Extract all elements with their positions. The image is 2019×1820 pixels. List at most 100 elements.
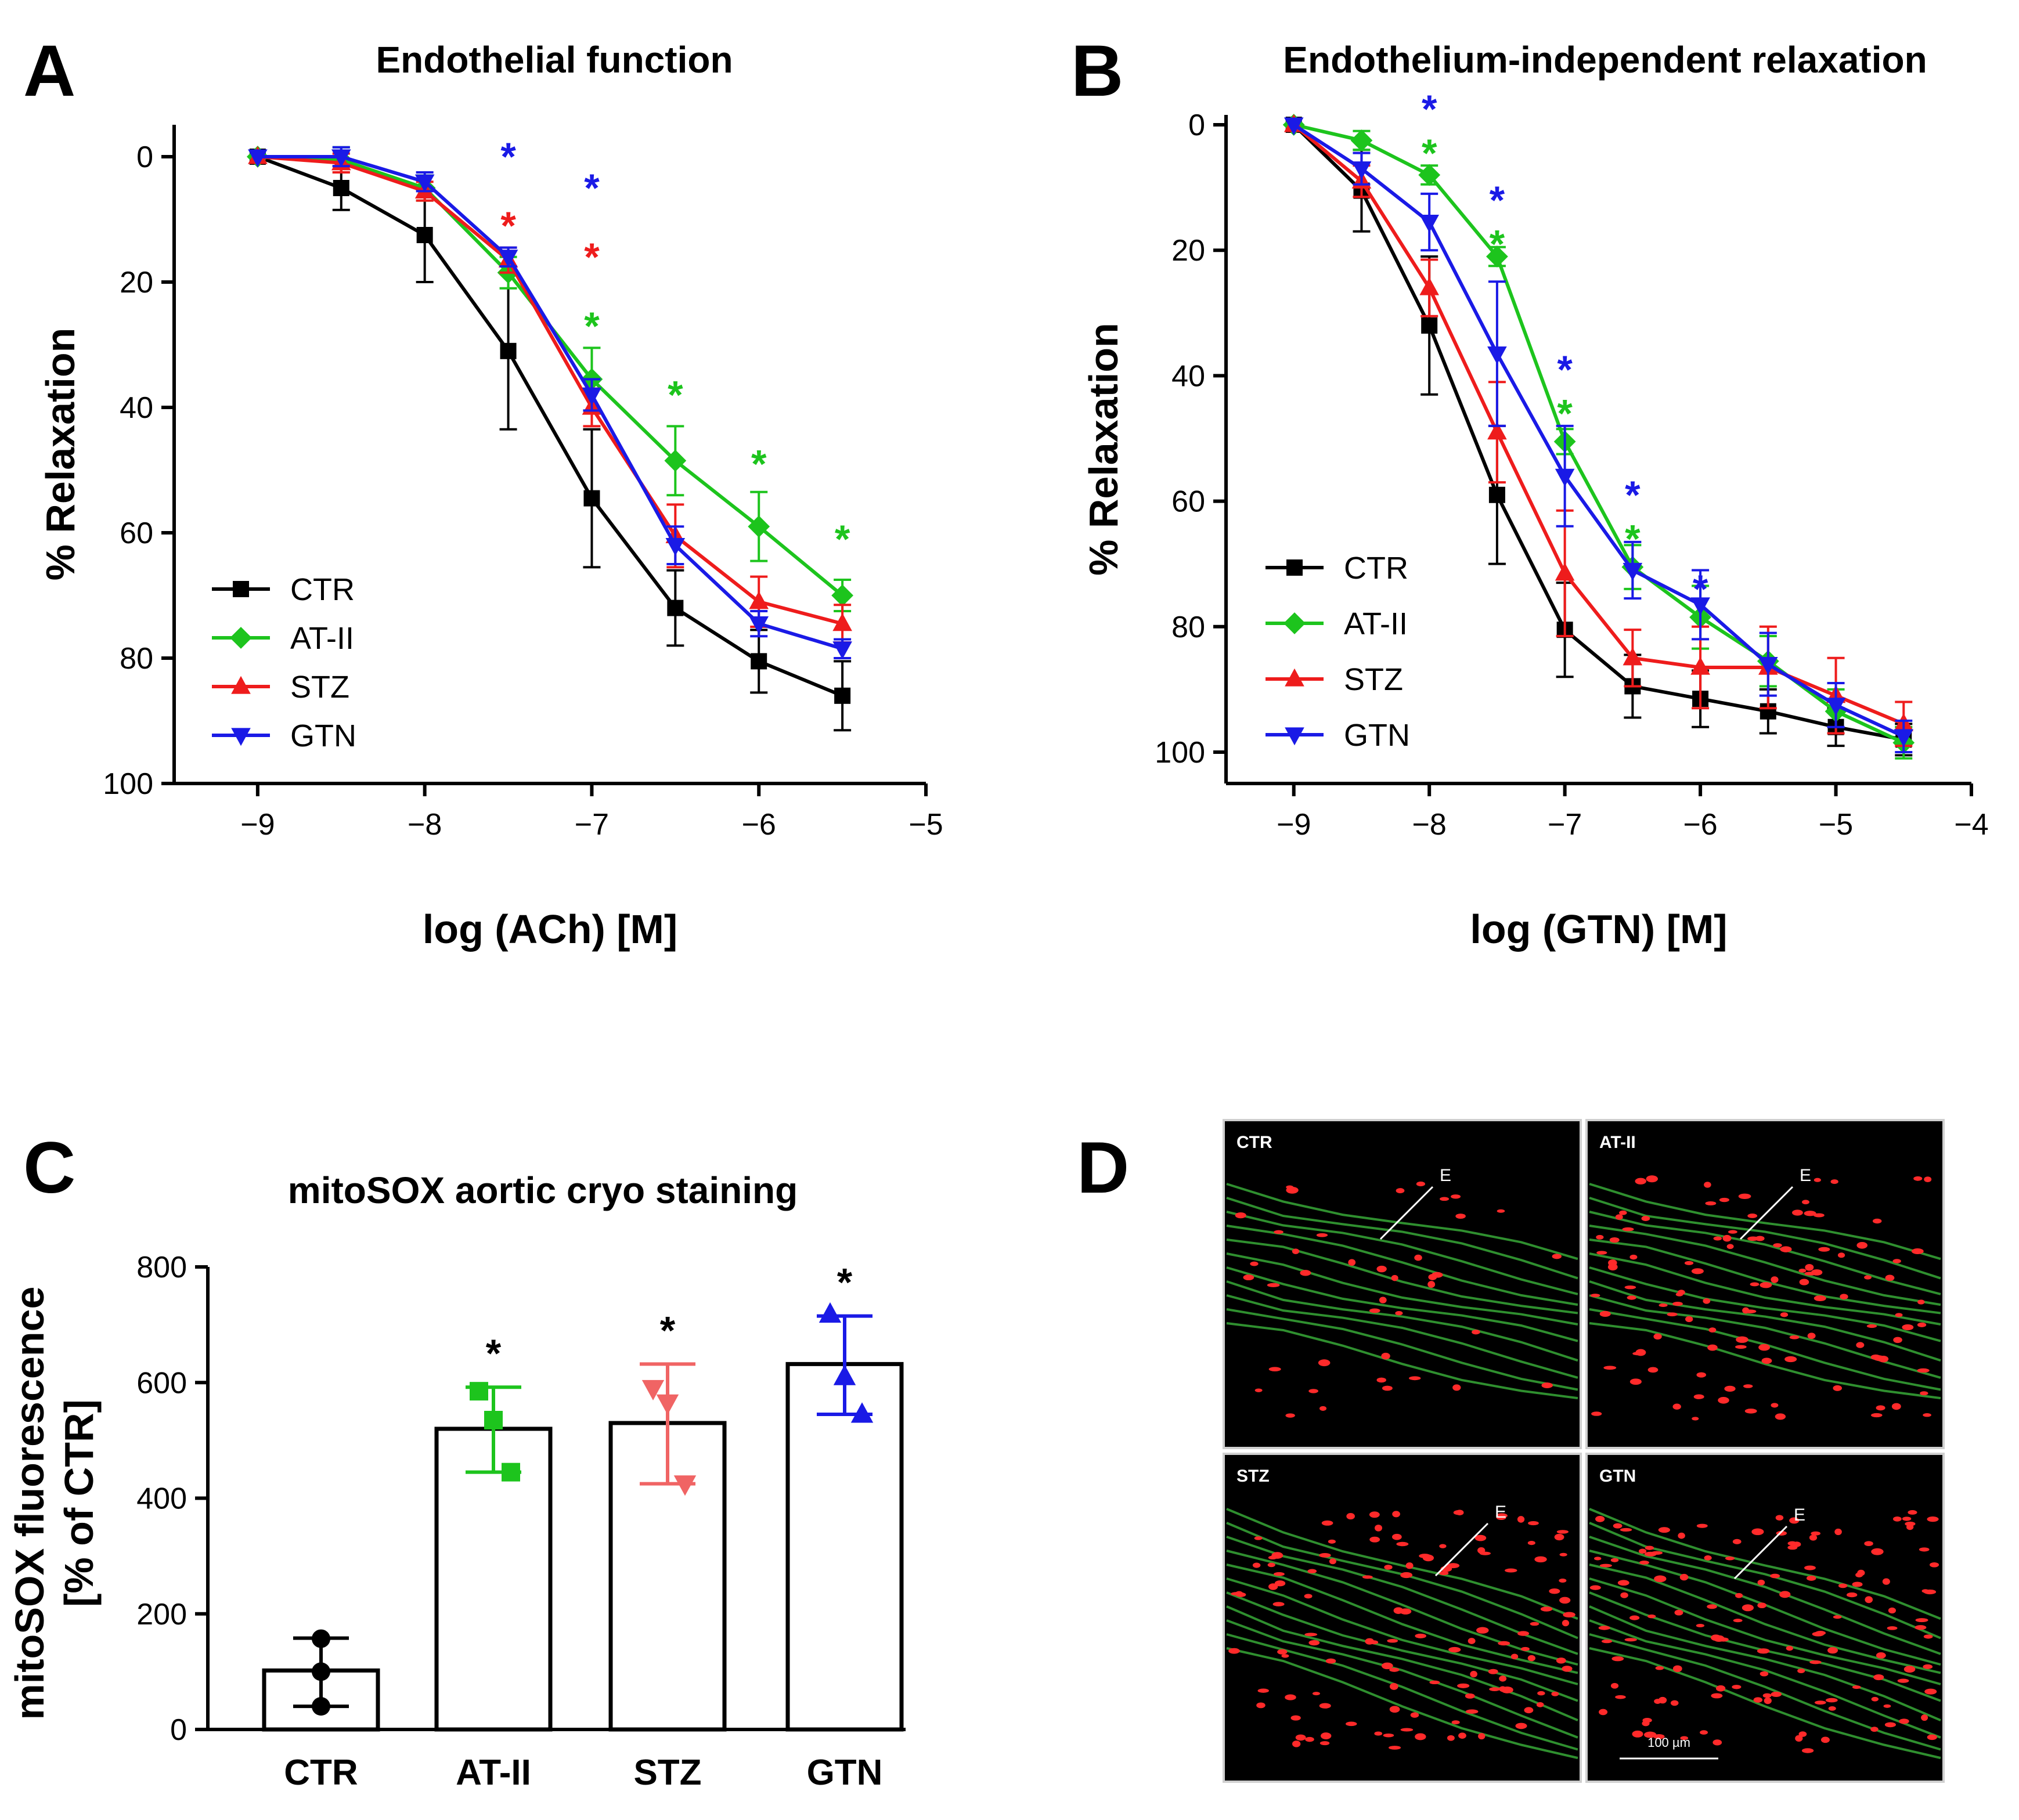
red-spot-at-ii xyxy=(1780,1312,1789,1317)
red-spot-at-ii xyxy=(1591,1411,1602,1416)
panel-letter-a: A xyxy=(23,31,75,111)
data-point-gtn-b xyxy=(1894,729,1914,748)
red-spot-at-ii xyxy=(1798,1269,1807,1273)
x-tick-label-b: −8 xyxy=(1412,808,1447,842)
fiber-at-ii xyxy=(1589,1266,1941,1342)
red-spot-stz xyxy=(1527,1655,1536,1662)
red-spot-stz xyxy=(1422,1554,1434,1562)
micrograph-label-ctr: CTR xyxy=(1236,1133,1272,1152)
endothelium-pointer-ctr xyxy=(1379,1186,1434,1240)
red-spot-at-ii xyxy=(1913,1176,1923,1181)
red-spot-gtn xyxy=(1642,1720,1650,1727)
red-spot-at-ii xyxy=(1775,1413,1786,1420)
red-spot-gtn xyxy=(1927,1734,1937,1740)
red-spot-stz xyxy=(1536,1702,1544,1707)
red-spot-gtn xyxy=(1797,1668,1805,1674)
red-spot-stz xyxy=(1375,1525,1383,1532)
red-spot-gtn xyxy=(1624,1638,1637,1642)
significance-star-gtn-b: * xyxy=(1422,87,1437,131)
y-tick-label-a: 80 xyxy=(120,642,153,676)
red-spot-at-ii xyxy=(1747,1214,1758,1218)
red-spot-at-ii xyxy=(1599,1310,1611,1317)
significance-star-at-ii-b: * xyxy=(1422,131,1437,175)
red-spot-gtn xyxy=(1908,1510,1917,1515)
red-spot-stz xyxy=(1559,1579,1567,1583)
red-spot-gtn xyxy=(1764,1697,1772,1705)
fiber-ctr xyxy=(1226,1197,1578,1280)
red-spot-stz xyxy=(1328,1539,1336,1544)
y-tick-label-b: 60 xyxy=(1171,485,1205,519)
fiber-at-ii xyxy=(1589,1322,1941,1400)
red-spot-stz xyxy=(1551,1691,1559,1696)
category-label-at-ii: AT-II xyxy=(456,1753,531,1793)
red-spot-stz xyxy=(1515,1723,1527,1729)
y-axis-label-a: % Relaxation xyxy=(38,328,83,581)
red-spot-at-ii xyxy=(1792,1209,1803,1216)
red-spot-at-ii xyxy=(1750,1282,1760,1287)
red-spot-gtn xyxy=(1924,1688,1937,1695)
red-spot-stz xyxy=(1369,1511,1380,1518)
red-spot-stz xyxy=(1304,1594,1313,1599)
data-point-stz-b xyxy=(1555,562,1575,581)
red-spot-gtn xyxy=(1852,1581,1863,1587)
red-spot-gtn xyxy=(1892,1516,1902,1522)
red-spot-gtn xyxy=(1725,1557,1735,1561)
red-spot-stz xyxy=(1319,1553,1331,1558)
red-spot-at-ii xyxy=(1743,1384,1753,1388)
red-spot-at-ii xyxy=(1833,1385,1843,1391)
red-spot-gtn xyxy=(1715,1685,1726,1692)
x-tick-label-b: −9 xyxy=(1277,808,1311,842)
red-spot-gtn xyxy=(1814,1700,1826,1705)
significance-star-stz-a: * xyxy=(584,235,600,279)
red-spot-gtn xyxy=(1757,1602,1766,1609)
fiber-stz xyxy=(1226,1647,1578,1760)
red-spot-gtn xyxy=(1820,1736,1830,1743)
fiber-gtn xyxy=(1589,1633,1941,1751)
red-spot-at-ii xyxy=(1608,1259,1617,1266)
red-spot-ctr xyxy=(1395,1310,1403,1316)
red-spot-at-ii xyxy=(1744,1409,1757,1414)
bar-at-ii xyxy=(434,1427,553,1732)
red-spot-gtn xyxy=(1712,1739,1722,1746)
red-spot-at-ii xyxy=(1735,1345,1747,1349)
red-spot-ctr xyxy=(1300,1270,1311,1276)
fiber-ctr xyxy=(1226,1266,1578,1342)
red-spot-gtn xyxy=(1833,1615,1842,1619)
data-point-ctr-b xyxy=(1488,486,1505,503)
red-spot-at-ii xyxy=(1760,1282,1772,1288)
significance-star-gtn: * xyxy=(837,1261,853,1305)
red-spot-stz xyxy=(1388,1746,1401,1750)
red-spot-stz xyxy=(1527,1541,1535,1545)
red-spot-at-ii xyxy=(1911,1248,1924,1254)
red-spot-at-ii xyxy=(1837,1252,1845,1258)
legend-label-gtn-a: GTN xyxy=(290,718,356,753)
red-spot-gtn xyxy=(1873,1674,1884,1681)
data-point-gtn-b xyxy=(1690,597,1710,616)
red-spot-stz xyxy=(1381,1662,1393,1670)
red-spot-stz xyxy=(1292,1740,1301,1747)
data-point-gtn-a xyxy=(832,641,852,659)
red-spot-ctr xyxy=(1440,1197,1450,1201)
red-spot-gtn xyxy=(1923,1664,1933,1669)
red-spot-gtn xyxy=(1884,1722,1897,1728)
red-spot-gtn xyxy=(1643,1731,1657,1738)
fiber-at-ii xyxy=(1589,1238,1941,1315)
red-spot-gtn xyxy=(1930,1562,1939,1568)
red-spot-stz xyxy=(1520,1646,1530,1651)
fiber-ctr xyxy=(1226,1252,1578,1326)
data-point-ctr xyxy=(312,1629,330,1648)
significance-star-stz: * xyxy=(660,1308,676,1352)
red-spot-at-ii xyxy=(1675,1292,1683,1297)
significance-star-stz-a: * xyxy=(500,204,516,248)
red-spot-ctr xyxy=(1369,1308,1380,1313)
red-spot-stz xyxy=(1400,1728,1414,1732)
red-spot-stz xyxy=(1488,1669,1498,1674)
red-spot-stz xyxy=(1429,1680,1440,1685)
category-label-stz: STZ xyxy=(633,1753,701,1793)
category-label-ctr: CTR xyxy=(284,1753,358,1793)
red-spot-stz xyxy=(1499,1686,1506,1692)
red-spot-at-ii xyxy=(1784,1356,1797,1363)
y-tick-label-a: 40 xyxy=(120,391,153,425)
red-spot-gtn xyxy=(1599,1709,1608,1716)
